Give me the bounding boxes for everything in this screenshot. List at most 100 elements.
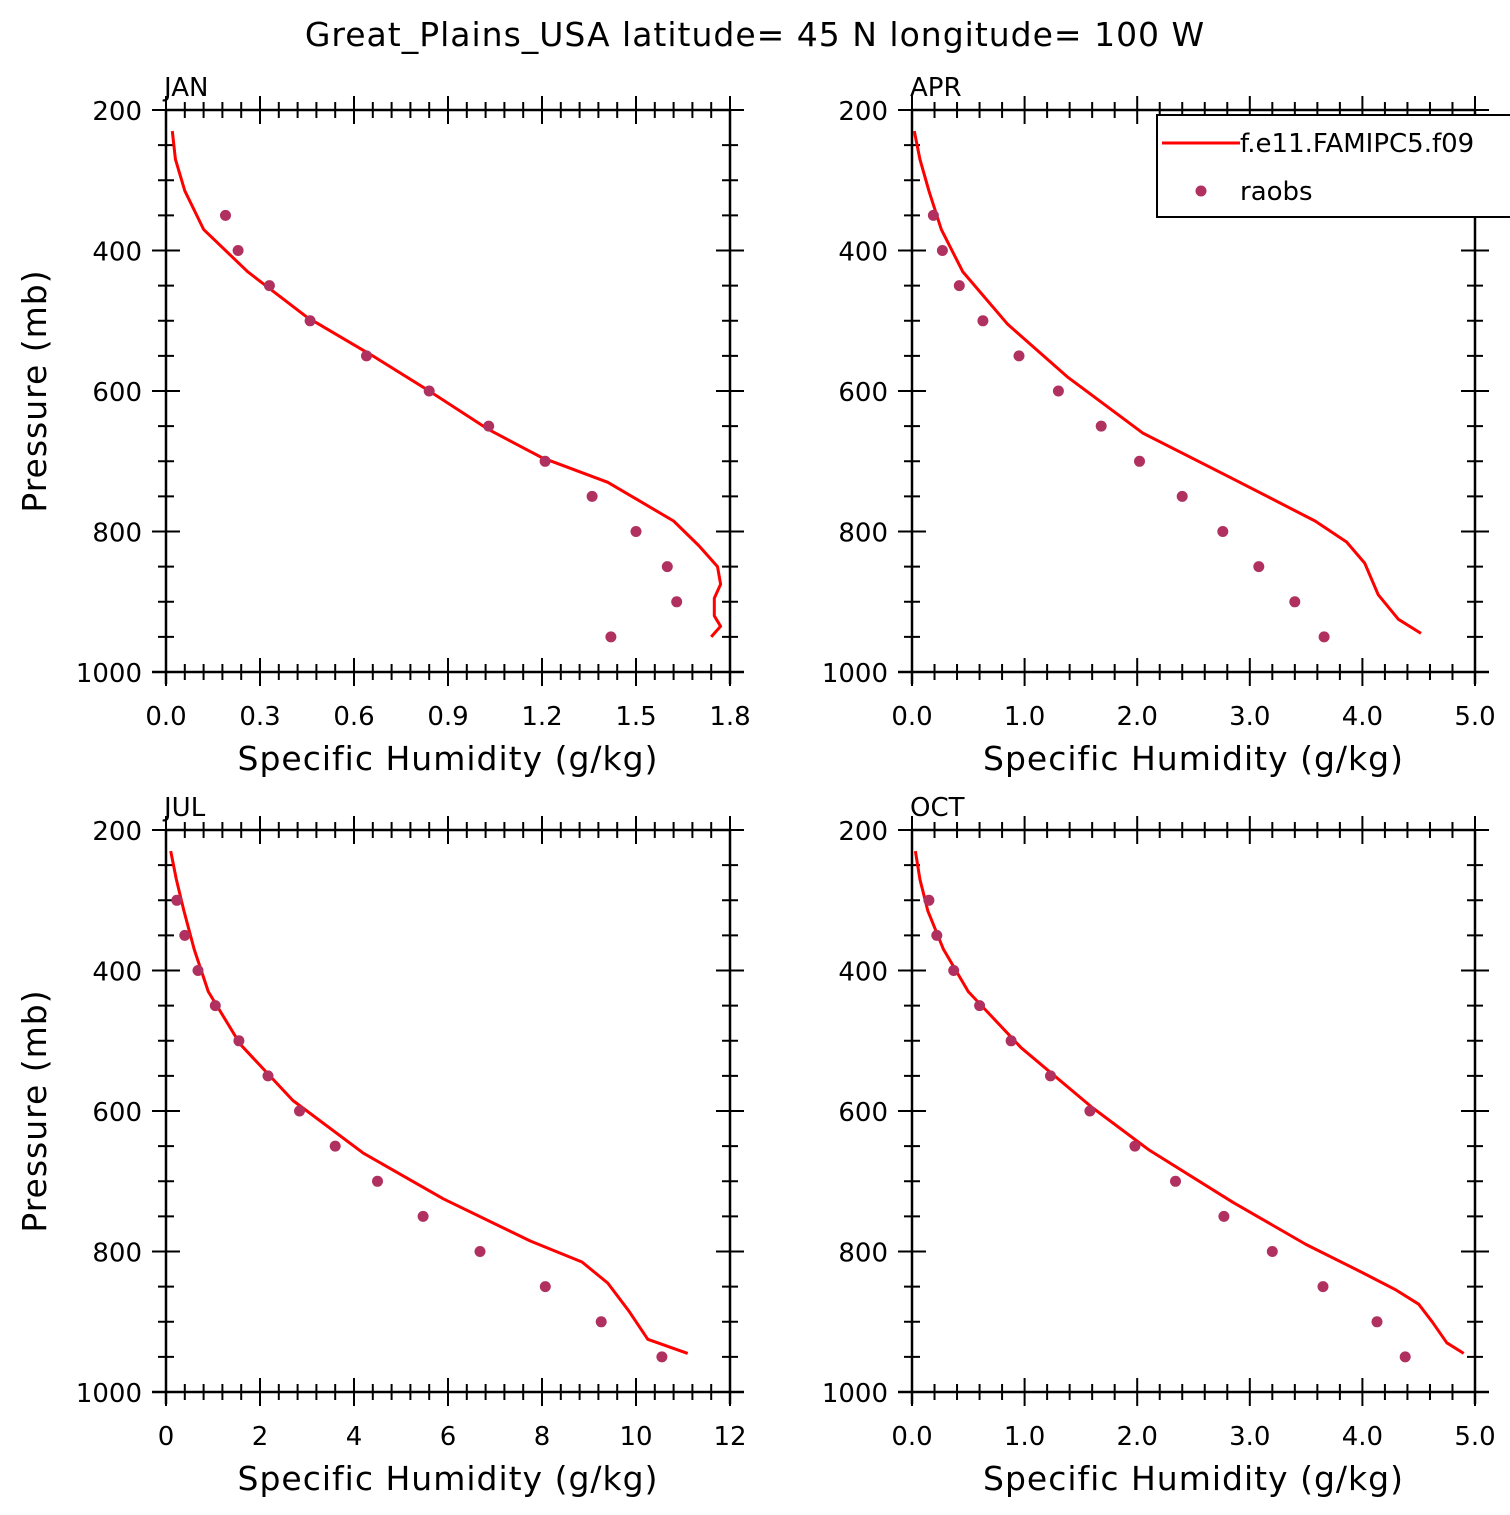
plot-area [170,130,723,643]
raobs-point [262,1070,274,1082]
raobs-point [1095,420,1107,432]
x-tick-label: 2.0 [1117,702,1158,732]
raobs-point [671,596,683,608]
raobs-point [263,280,275,292]
legend-label: raobs [1240,177,1313,207]
x-tick-label: 1.0 [1004,702,1045,732]
x-tick-label: 2.0 [1117,1422,1158,1452]
raobs-point [209,1000,221,1012]
raobs-point [656,1351,668,1363]
panel-jul: JUL 200 400 600 800 1000 0 2 4 6 8 10 12 Specific Hum… [15,793,747,1498]
x-tick-label: 0.0 [891,702,932,732]
x-tick-label: 5.0 [1454,1422,1495,1452]
raobs-point [586,490,598,502]
x-tick-label: 1.8 [709,702,750,732]
legend-group: f.e11.FAMIPC5.f09 raobs [1156,114,1510,218]
raobs-point [595,1316,607,1328]
raobs-point [417,1210,429,1222]
raobs-point [179,929,191,941]
x-axis-label: Specific Humidity (g/kg) [238,739,659,778]
raobs-point [423,385,435,397]
raobs-point [1170,1175,1181,1187]
y-tick-label: 800 [92,519,142,549]
x-tick-label: 3.0 [1229,1422,1270,1452]
plot-area [912,130,1422,643]
raobs-point [1052,385,1064,397]
y-tick-label: 600 [92,1098,142,1128]
panel-label: JAN [162,73,208,103]
x-tick-label: 4 [346,1422,363,1452]
plot-area [169,850,689,1363]
y-tick-label: 600 [92,378,142,408]
raobs-point [931,929,943,941]
x-tick-label: 8 [534,1422,551,1452]
x-tick-label: 0.9 [427,702,468,732]
raobs-point [1317,1281,1329,1293]
y-tick-label: 800 [838,519,888,549]
x-tick-label: 0 [158,1422,175,1452]
panel-label: OCT [910,793,965,823]
legend: f.e11.FAMIPC5.f09 raobs [1156,114,1510,218]
x-tick-label: 1.5 [615,702,656,732]
x-tick-label: 6 [440,1422,457,1452]
raobs-point [233,1035,245,1047]
model-profile-line [170,130,723,638]
x-tick-label: 0.6 [333,702,374,732]
y-tick-label: 1000 [76,1379,142,1409]
raobs-point [483,420,495,432]
legend-box [1156,114,1510,218]
x-tick-label: 1.0 [1004,1422,1045,1452]
x-tick-label: 5.0 [1454,702,1495,732]
raobs-point [1218,1210,1230,1222]
raobs-point [1045,1070,1056,1082]
raobs-point [1253,561,1265,573]
model-profile-line [169,850,689,1355]
legend-label: f.e11.FAMIPC5.f09 [1240,129,1474,159]
raobs-point [1371,1316,1383,1328]
y-tick-label: 400 [838,238,888,268]
raobs-point [661,561,673,573]
y-tick-label: 800 [838,1239,888,1269]
y-tick-label: 400 [92,238,142,268]
x-tick-label: 0.0 [145,702,186,732]
x-tick-label: 0.0 [891,1422,932,1452]
raobs-point [294,1105,305,1117]
y-tick-label: 1000 [822,1379,888,1409]
raobs-point [923,894,935,906]
y-tick-label: 600 [838,1098,888,1128]
y-tick-label: 400 [838,958,888,988]
raobs-point [304,315,316,327]
raobs-point [974,1000,986,1012]
raobs-point [1134,455,1145,467]
raobs-point [372,1175,383,1187]
x-axis-label: Specific Humidity (g/kg) [983,1459,1404,1498]
raobs-point [1318,631,1330,643]
x-tick-label: 10 [619,1422,652,1452]
x-tick-label: 2 [252,1422,269,1452]
raobs-point [1217,526,1229,537]
raobs-point [630,526,642,537]
raobs-point [1266,1246,1278,1257]
x-tick-label: 4.0 [1342,1422,1383,1452]
x-tick-label: 3.0 [1229,702,1270,732]
y-tick-label: 800 [92,1239,142,1269]
raobs-point [1289,596,1301,608]
raobs-point [192,965,204,976]
model-profile-line [913,850,1465,1355]
raobs-point [539,455,551,467]
y-tick-label: 200 [838,817,888,847]
x-axis-label: Specific Humidity (g/kg) [983,739,1404,778]
chart-title: Great_Plains_USA latitude= 45 N longitud… [305,15,1205,54]
x-tick-label: 4.0 [1342,702,1383,732]
model-profile-line [912,130,1422,635]
raobs-point [1013,350,1025,362]
raobs-point [329,1140,341,1152]
raobs-point [1176,490,1188,502]
raobs-point [539,1281,551,1293]
raobs-point [474,1246,486,1257]
